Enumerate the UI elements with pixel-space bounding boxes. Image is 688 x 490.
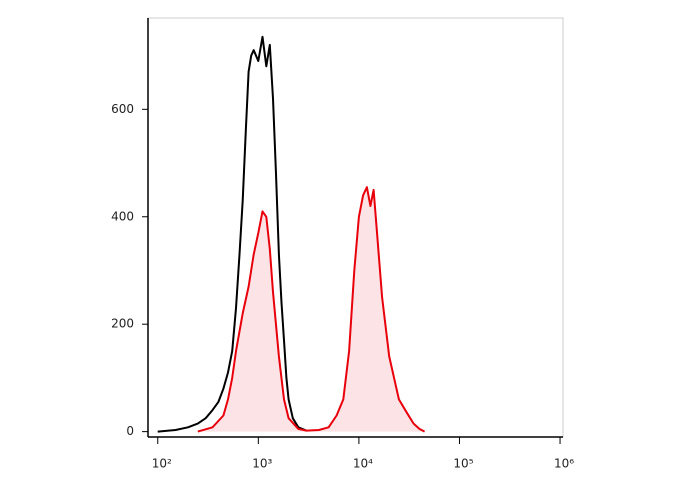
x-tick-label: 10⁵ bbox=[453, 457, 473, 471]
y-tick-label: 200 bbox=[111, 317, 134, 331]
histogram-line bbox=[197, 186, 426, 433]
x-tick-label: 10² bbox=[152, 457, 172, 471]
y-tick-label: 0 bbox=[126, 424, 134, 438]
x-tick-label: 10⁶ bbox=[554, 457, 574, 471]
x-tick-label: 10⁴ bbox=[353, 457, 373, 471]
histogram-area bbox=[197, 187, 425, 432]
histogram-line bbox=[157, 35, 307, 433]
y-tick-label: 400 bbox=[111, 209, 134, 223]
y-tick-label: 600 bbox=[111, 102, 134, 116]
x-tick-label: 10³ bbox=[252, 457, 272, 471]
